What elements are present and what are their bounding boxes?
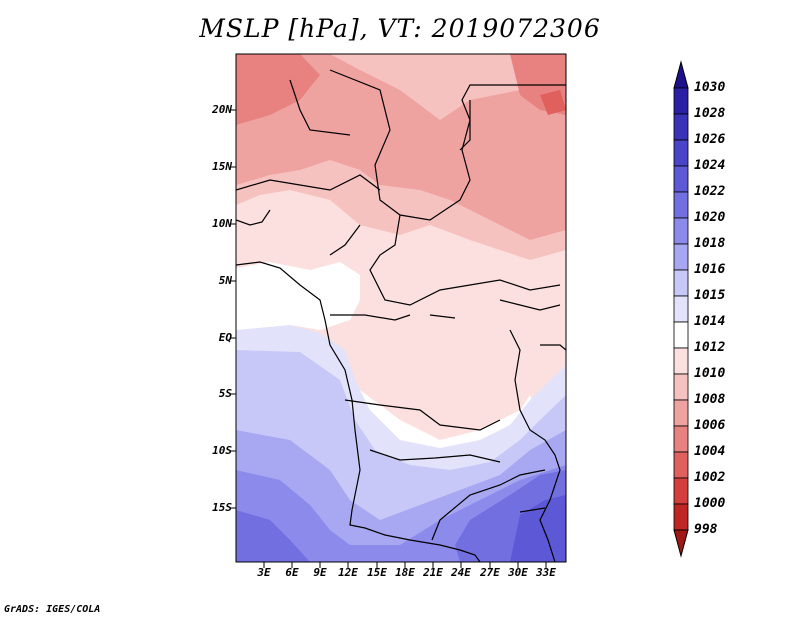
colorbar-top-triangle — [673, 60, 689, 89]
colorbar-segment — [673, 243, 689, 271]
lat-label-5n: 5N — [218, 274, 232, 287]
country-borders — [236, 69, 566, 562]
lat-label-5s: 5S — [218, 387, 232, 400]
colorbar-label: 1004 — [694, 444, 726, 459]
lon-label-24e: 24E — [451, 566, 471, 579]
colorbar-segment — [673, 503, 689, 531]
lon-label-3e: 3E — [257, 566, 271, 579]
lon-label-27e: 27E — [480, 566, 500, 579]
lon-label-33e: 33E — [536, 566, 556, 579]
lon-label-15e: 15E — [367, 566, 387, 579]
lat-label-10s: 10S — [212, 444, 232, 457]
low-pressure-deep-nw — [236, 54, 320, 125]
colorbar-label: 1000 — [694, 496, 726, 511]
colorbar-label: 998 — [694, 522, 718, 537]
colorbar-segment — [673, 165, 689, 193]
lon-label-30e: 30E — [508, 566, 528, 579]
colorbar-segment — [673, 191, 689, 219]
lat-label-15s: 15S — [212, 501, 232, 514]
colorbar-segment — [673, 295, 689, 323]
lat-label-20n: 20N — [212, 103, 232, 116]
colorbar-segment — [673, 425, 689, 453]
colorbar-label: 1022 — [694, 184, 726, 199]
colorbar-segment — [673, 451, 689, 479]
colorbar-segment — [673, 217, 689, 245]
colorbar-label: 1024 — [694, 158, 726, 173]
colorbar-bottom-triangle — [673, 529, 689, 558]
map-frame — [235, 53, 567, 563]
colorbar-segment — [673, 477, 689, 505]
pressure-field — [236, 54, 566, 562]
low-pressure-spot — [540, 90, 566, 115]
pressure-1022 — [236, 510, 310, 562]
colorbar-label: 1002 — [694, 470, 726, 485]
colorbar-label: 1030 — [694, 80, 726, 95]
colorbar — [673, 60, 689, 558]
lat-label-10n: 10N — [212, 217, 232, 230]
pressure-1024-east — [510, 495, 566, 562]
colorbar-label: 1010 — [694, 366, 726, 381]
lon-ticks — [263, 562, 547, 568]
colorbar-segment — [673, 139, 689, 167]
low-pressure-core-nw — [236, 54, 566, 240]
lon-label-9e: 9E — [313, 566, 327, 579]
lon-label-21e: 21E — [423, 566, 443, 579]
lat-label-15n: 15N — [212, 160, 232, 173]
colorbar-label: 1006 — [694, 418, 726, 433]
colorbar-label: 1020 — [694, 210, 726, 225]
lon-label-12e: 12E — [338, 566, 358, 579]
colorbar-segment — [673, 321, 689, 349]
colorbar-segment — [673, 113, 689, 141]
colorbar-label: 1018 — [694, 236, 726, 251]
map-title: MSLP [hPa], VT: 2019072306 — [199, 14, 601, 43]
colorbar-label: 1015 — [694, 288, 726, 303]
lat-ticks — [230, 109, 236, 509]
colorbar-segment — [673, 399, 689, 427]
pressure-1014-west — [236, 262, 360, 332]
colorbar-label: 1014 — [694, 314, 726, 329]
colorbar-label: 1028 — [694, 106, 726, 121]
lon-label-6e: 6E — [285, 566, 299, 579]
colorbar-segment — [673, 347, 689, 375]
lon-label-18e: 18E — [395, 566, 415, 579]
footer-credit: GrADS: IGES/COLA — [4, 604, 101, 615]
colorbar-segment — [673, 269, 689, 297]
colorbar-segment — [673, 87, 689, 115]
lat-label-eq: EQ — [218, 331, 232, 344]
colorbar-label: 1016 — [694, 262, 726, 277]
colorbar-label: 1012 — [694, 340, 726, 355]
colorbar-segment — [673, 373, 689, 401]
colorbar-label: 1008 — [694, 392, 726, 407]
colorbar-label: 1026 — [694, 132, 726, 147]
